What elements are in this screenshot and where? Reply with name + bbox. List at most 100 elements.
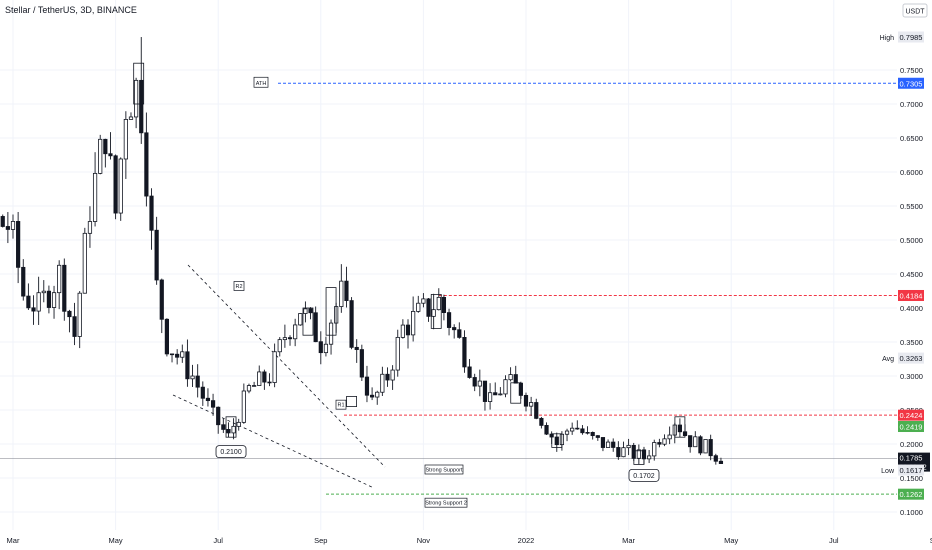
highlight-box — [325, 287, 337, 336]
ytick-label: 0.5500 — [900, 202, 923, 211]
candle-body — [328, 322, 334, 345]
candle-body — [652, 442, 657, 457]
xtick-label: May — [109, 536, 123, 545]
ytick-label: 0.2000 — [900, 440, 923, 449]
candle-body — [713, 455, 718, 462]
price-tag-text: 0.2424 — [900, 411, 923, 420]
price-tag-ath — [898, 77, 924, 89]
price-tag-text: 0.2419 — [900, 423, 923, 432]
price-tag-high — [898, 31, 924, 43]
candle-body — [134, 79, 139, 118]
candle-body — [462, 337, 467, 368]
ytick-label: 0.1500 — [900, 474, 923, 483]
highlight-box — [346, 395, 357, 407]
candle-body — [210, 400, 216, 408]
low-callout-1-box — [215, 445, 247, 459]
price-tag-green — [898, 421, 924, 433]
candle-body — [703, 439, 708, 454]
candle-body — [236, 421, 241, 427]
label-low: Low — [881, 468, 895, 475]
candle-body — [262, 371, 267, 383]
candle-body — [359, 349, 364, 378]
highlight-box — [430, 293, 442, 329]
candle-body — [364, 376, 370, 396]
candle-body — [457, 329, 462, 338]
candle-body — [308, 308, 313, 314]
candle-body — [164, 318, 169, 355]
candle-body — [626, 444, 631, 449]
candle-body — [154, 229, 159, 281]
candle-body — [426, 298, 431, 317]
candle-body — [575, 427, 580, 430]
price-tag-avg — [898, 352, 924, 364]
candle-body — [380, 373, 385, 393]
candle-body — [267, 381, 272, 384]
candle-body — [108, 153, 113, 157]
xtick-label: Jul — [829, 536, 839, 545]
candle-body — [46, 290, 52, 308]
candle-body — [688, 435, 693, 448]
candle-body — [169, 353, 175, 356]
candle-body — [216, 406, 221, 426]
highlight-box — [633, 450, 645, 465]
tag-support-2: Strong Support 2 — [425, 501, 467, 507]
candle-body — [159, 279, 164, 320]
candle-body — [698, 436, 703, 454]
time-axis[interactable]: MarMayJulSepNov2022MarMayJulSepNov2023Ma… — [7, 536, 932, 545]
xtick-label: 2022 — [518, 536, 535, 545]
candle-body — [57, 264, 62, 294]
xtick-label: May — [724, 536, 738, 545]
tag-box — [424, 497, 468, 508]
candle-body — [590, 432, 595, 437]
candle-body — [554, 436, 559, 446]
candle-body — [441, 296, 447, 314]
price-tag-r1 — [898, 409, 924, 421]
xtick-label: Mar — [622, 536, 635, 545]
highlight-box — [302, 307, 314, 336]
candle-body — [539, 417, 544, 426]
candle-body — [523, 395, 529, 407]
low-callout-1: 0.2100 — [220, 449, 242, 456]
price-tag-text: 0.3263 — [900, 354, 923, 363]
candle-body — [41, 290, 46, 294]
ytick-label: 0.6000 — [900, 168, 923, 177]
candle-body — [354, 346, 359, 350]
candle-body — [303, 308, 308, 314]
ytick-label: 0.3000 — [900, 372, 923, 381]
low-callout-2: 0.1702 — [633, 473, 655, 480]
price-tag-low — [898, 464, 924, 476]
candle-body — [344, 280, 349, 302]
ytick-label: 0.7500 — [900, 66, 923, 75]
highlight-box — [674, 416, 686, 438]
candle-body — [657, 442, 662, 445]
candle-body — [570, 427, 575, 432]
currency-box[interactable] — [902, 3, 928, 18]
grid — [0, 0, 897, 530]
candle-body — [395, 336, 400, 371]
highlight-box — [225, 416, 237, 438]
candle-body — [298, 313, 303, 326]
candle-body — [431, 309, 436, 317]
price-axis[interactable]: 0.10000.15000.20000.25000.30000.35000.40… — [880, 31, 930, 517]
candle-body — [605, 441, 611, 448]
candle-body — [693, 436, 698, 448]
candle-body — [487, 392, 493, 402]
candle-body — [144, 132, 149, 197]
candle-body — [436, 296, 441, 311]
candle-body — [452, 327, 457, 331]
candle-body — [241, 390, 246, 423]
tag-strong-support: Strong Support — [426, 468, 463, 474]
candle-body — [221, 424, 226, 430]
level-lines — [0, 82, 897, 495]
current-price-text: 0.1785 — [900, 454, 923, 463]
wedge-pattern — [172, 264, 386, 489]
candle-body — [369, 394, 375, 398]
candle-body — [139, 79, 144, 134]
tag-r1: R1 — [337, 403, 344, 409]
candle-body — [544, 425, 549, 435]
candle-body — [482, 380, 488, 402]
price-tag-text: 0.4184 — [900, 291, 923, 300]
candle-body — [118, 158, 123, 214]
candle-body — [375, 391, 380, 398]
